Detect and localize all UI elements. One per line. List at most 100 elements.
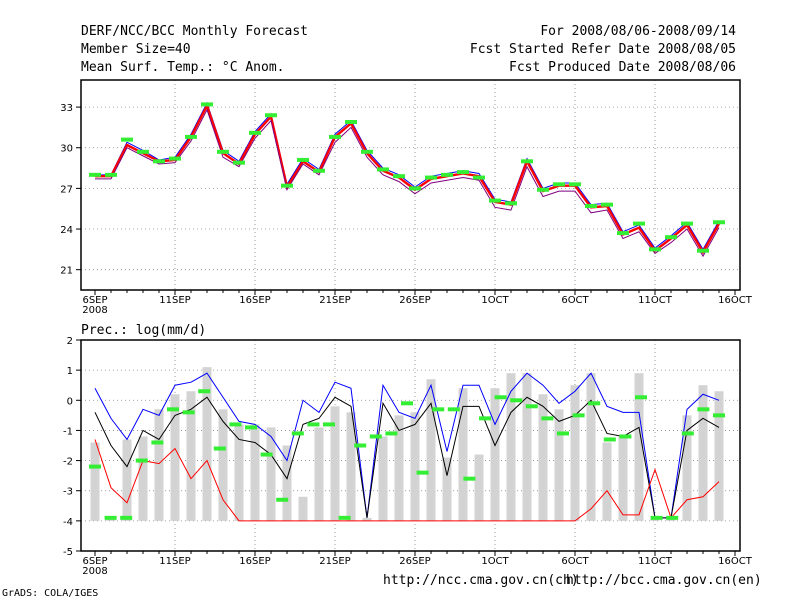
observed-marker <box>510 398 523 403</box>
x-tick-label: 6SEP <box>82 556 107 567</box>
y-tick-label: 24 <box>60 225 73 236</box>
observed-marker <box>361 149 373 154</box>
x-year-label: 2008 <box>82 305 107 316</box>
precip-bar <box>298 496 308 521</box>
observed-marker <box>307 422 320 427</box>
observed-marker <box>281 183 293 188</box>
precip-bar <box>442 457 452 521</box>
series-line-ensemble-min <box>94 439 720 522</box>
footer-url-en[interactable]: http://bcc.cma.gov.cn(en) <box>566 573 762 588</box>
observed-marker <box>447 407 460 412</box>
precip-bar <box>202 367 212 521</box>
precip-bar <box>330 406 340 521</box>
precip-bar <box>538 394 548 521</box>
precip-bar <box>714 391 724 521</box>
x-tick-label: 16OCT <box>718 295 753 306</box>
y-tick-label: -3 <box>63 487 73 498</box>
series-line-ensemble-max <box>95 101 720 251</box>
observed-marker <box>409 186 421 191</box>
observed-marker <box>377 167 389 172</box>
x-tick-label: 11OCT <box>638 556 673 567</box>
observed-marker <box>603 437 616 442</box>
observed-marker <box>229 422 242 427</box>
observed-marker <box>297 157 309 162</box>
observed-marker <box>619 434 632 439</box>
series-line-ensemble-max <box>94 372 720 519</box>
observed-marker <box>276 497 289 502</box>
y-tick-label: -2 <box>63 457 73 468</box>
observed-marker <box>601 202 613 207</box>
x-tick-label: 16SEP <box>239 556 270 567</box>
observed-marker <box>457 170 469 175</box>
precip-bar <box>458 388 468 521</box>
observed-marker <box>588 401 601 406</box>
y-tick-label: 27 <box>60 184 73 195</box>
x-tick-label: 11SEP <box>159 556 190 567</box>
precip-bar <box>378 436 388 521</box>
y-tick-label: 1 <box>67 366 73 377</box>
footer-url-ch[interactable]: http://ncc.cma.gov.cn(ch) <box>383 573 579 588</box>
y-tick-label: 21 <box>60 266 73 277</box>
observed-marker <box>245 425 257 430</box>
observed-marker <box>479 416 491 421</box>
precip-bar <box>602 442 612 521</box>
plot-frame <box>80 79 741 291</box>
observed-marker <box>697 407 710 412</box>
observed-marker <box>649 247 661 252</box>
x-tick-label: 26SEP <box>399 556 430 567</box>
x-tick-label: 21SEP <box>319 556 350 567</box>
grads-credit: GrADS: COLA/IGES <box>2 588 99 599</box>
observed-marker <box>572 413 585 418</box>
observed-marker <box>557 431 569 436</box>
precip-bar <box>154 409 164 521</box>
observed-marker <box>537 187 549 192</box>
observed-marker <box>217 149 229 154</box>
precip-bar <box>490 388 500 521</box>
observed-marker <box>665 235 677 240</box>
x-tick-label: 1OCT <box>481 295 509 306</box>
precip-bar <box>170 394 180 521</box>
series-line-ensemble-mean <box>95 102 721 255</box>
observed-marker <box>265 113 277 118</box>
precip-bar <box>474 454 484 521</box>
x-tick-label: 6OCT <box>561 295 589 306</box>
plot-frame <box>80 339 741 552</box>
observed-marker <box>393 174 405 179</box>
precip-bar <box>234 424 244 521</box>
precip-bar <box>410 412 420 521</box>
observed-marker <box>313 168 325 173</box>
observed-marker <box>329 134 341 139</box>
observed-marker <box>198 389 211 394</box>
refer-date-label: Fcst Started Refer Date 2008/08/05 <box>469 42 736 57</box>
precip-bar <box>682 415 692 521</box>
observed-marker <box>185 134 197 139</box>
precip-bar <box>506 373 516 521</box>
observed-marker <box>121 137 133 142</box>
observed-marker <box>153 159 165 164</box>
observed-marker <box>105 172 117 177</box>
observed-marker <box>521 159 533 164</box>
observed-marker <box>585 204 597 208</box>
x-tick-label: 21SEP <box>319 295 350 306</box>
y-tick-label: -5 <box>63 547 73 558</box>
precip-bar <box>138 436 148 521</box>
observed-marker <box>650 515 663 520</box>
precip-bar <box>122 439 132 521</box>
precip-bar <box>570 385 580 521</box>
precip-bar <box>218 409 228 521</box>
observed-marker <box>681 431 694 436</box>
y-tick-label: -1 <box>63 426 73 437</box>
observed-marker <box>541 416 554 421</box>
y-tick-label: 30 <box>60 144 73 155</box>
observed-marker <box>137 149 149 154</box>
x-tick-label: 6SEP <box>82 295 107 306</box>
precip-bar <box>282 445 292 521</box>
observed-marker <box>666 515 679 520</box>
observed-marker <box>617 231 629 236</box>
observed-marker <box>635 395 647 400</box>
x-tick-label: 6OCT <box>561 556 589 567</box>
observed-marker <box>249 130 261 135</box>
x-tick-label: 16SEP <box>239 295 270 306</box>
precip-bar <box>362 517 372 521</box>
